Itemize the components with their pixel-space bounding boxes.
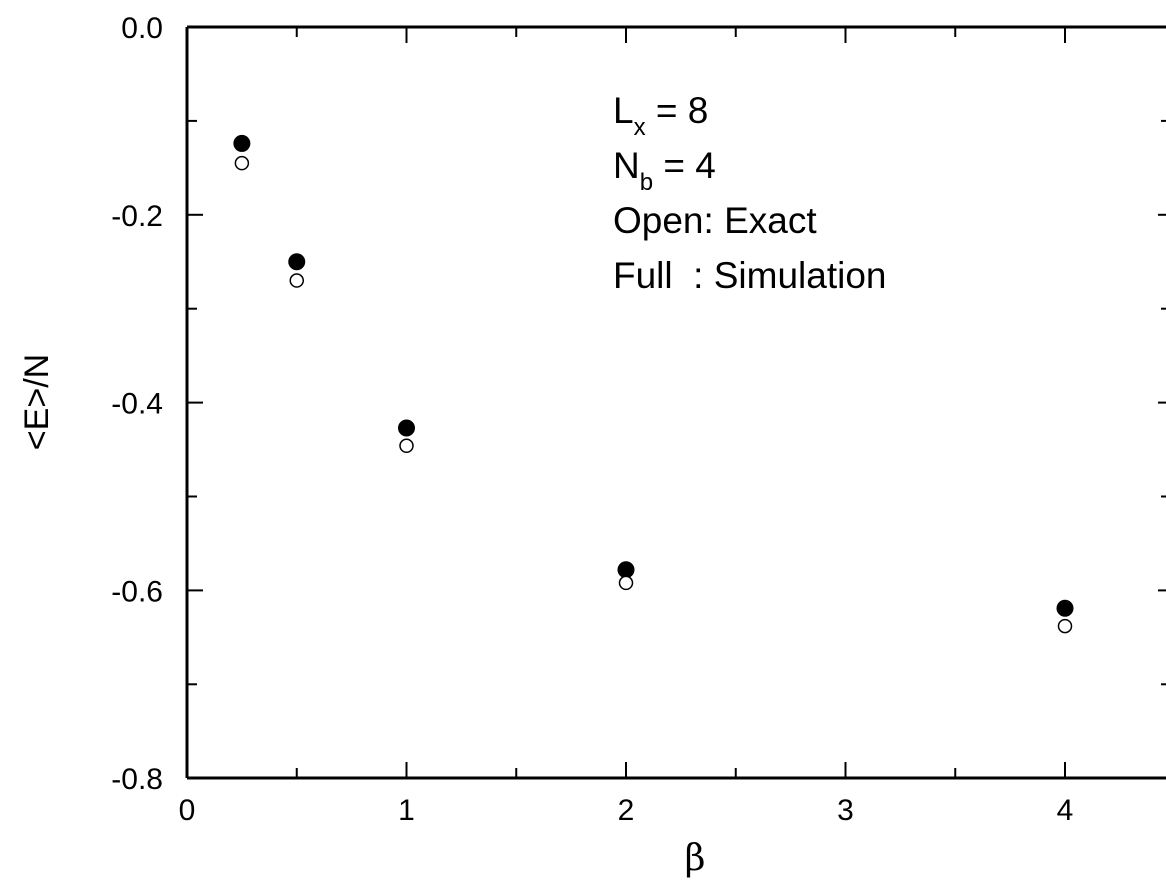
x-tick-labels: 0 1 2 3 4 xyxy=(179,794,1074,827)
simulation-point xyxy=(617,561,635,579)
annotation-nb: Nb = 4 xyxy=(613,145,716,196)
exact-point xyxy=(618,575,634,591)
x-tick-label: 0 xyxy=(179,794,196,827)
exact-point xyxy=(399,438,414,454)
x-tick-label: 2 xyxy=(618,794,635,827)
simulation-point xyxy=(233,134,251,152)
simulation-point xyxy=(398,419,415,437)
annotation-open-exact: Open: Exact xyxy=(613,200,817,241)
exact-point xyxy=(289,273,304,288)
x-axis-label: β xyxy=(685,838,706,879)
simulation-point xyxy=(288,253,306,271)
plot-frame xyxy=(185,25,1166,780)
y-tick-label: -0.8 xyxy=(111,763,163,796)
exact-point xyxy=(234,155,250,171)
y-tick-label: -0.4 xyxy=(111,388,163,421)
ticks xyxy=(186,26,1166,780)
data-points xyxy=(233,134,1074,634)
y-tick-labels: 0.0 -0.2 -0.4 -0.6 -0.8 xyxy=(111,12,163,796)
annotation-full-simulation: Full : Simulation xyxy=(613,255,887,296)
annotation-block: Lx = 8 Nb = 4 Open: Exact Full : Simulat… xyxy=(613,90,887,296)
x-tick-label: 4 xyxy=(1057,794,1074,827)
y-axis-label: <E>/N xyxy=(18,354,56,450)
y-tick-label: -0.2 xyxy=(111,200,163,233)
x-tick-label: 1 xyxy=(398,794,415,827)
x-tick-label: 3 xyxy=(837,794,854,827)
exact-point xyxy=(1057,618,1073,634)
simulation-point xyxy=(1056,599,1074,617)
annotation-lx: Lx = 8 xyxy=(613,90,708,141)
y-tick-label: -0.6 xyxy=(111,575,163,608)
y-tick-label: 0.0 xyxy=(121,12,163,45)
